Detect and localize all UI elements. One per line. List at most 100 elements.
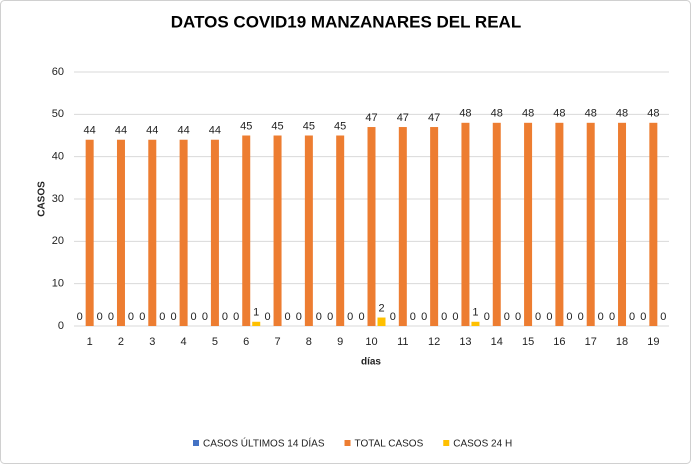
data-label: 0 <box>296 311 302 323</box>
data-label: 48 <box>616 108 628 120</box>
data-label: 0 <box>139 311 145 323</box>
bar <box>116 139 125 326</box>
data-label: 0 <box>233 311 239 323</box>
data-label: 0 <box>97 311 103 323</box>
data-label: 45 <box>271 120 283 132</box>
bar <box>555 122 564 326</box>
y-axis-label: CASOS <box>37 181 48 217</box>
bar <box>377 317 386 326</box>
data-label: 0 <box>171 311 177 323</box>
chart-title: DATOS COVID19 MANZANARES DEL REAL <box>171 12 521 31</box>
data-label: 44 <box>146 125 158 137</box>
y-tick-label: 20 <box>52 235 64 247</box>
legend-marker <box>344 440 351 446</box>
y-tick-label: 50 <box>52 108 64 120</box>
x-tick-label: 18 <box>616 336 628 348</box>
bar <box>618 122 627 326</box>
legend-marker <box>443 440 450 446</box>
data-label: 0 <box>535 311 541 323</box>
bar <box>336 135 345 326</box>
data-label: 0 <box>128 311 134 323</box>
legend-label: CASOS 24 H <box>453 439 512 450</box>
data-label: 0 <box>484 311 490 323</box>
data-label: 44 <box>84 125 96 137</box>
data-label: 0 <box>640 311 646 323</box>
x-tick-label: 9 <box>337 336 343 348</box>
bar <box>210 139 219 326</box>
data-label: 48 <box>647 108 659 120</box>
legend-marker <box>193 440 199 446</box>
bar <box>367 127 376 327</box>
bar <box>273 135 282 326</box>
bar <box>649 122 658 326</box>
data-label: 0 <box>410 311 416 323</box>
y-tick-label: 40 <box>52 151 64 163</box>
y-tick-label: 30 <box>52 193 64 205</box>
data-label: 0 <box>660 311 666 323</box>
data-label: 1 <box>472 307 478 319</box>
data-label: 0 <box>578 311 584 323</box>
data-label: 48 <box>522 108 534 120</box>
x-tick-label: 16 <box>553 336 565 348</box>
data-label: 1 <box>253 307 259 319</box>
data-label: 0 <box>77 311 83 323</box>
x-tick-label: 3 <box>149 336 155 348</box>
x-tick-label: 19 <box>647 336 659 348</box>
data-label: 0 <box>316 311 322 323</box>
bar <box>148 139 157 326</box>
data-label: 2 <box>378 302 384 314</box>
bar <box>179 139 188 326</box>
data-label: 48 <box>553 108 565 120</box>
bar <box>304 135 313 326</box>
data-label: 44 <box>115 125 127 137</box>
data-label: 0 <box>421 311 427 323</box>
data-label: 44 <box>177 125 189 137</box>
x-tick-label: 17 <box>585 336 597 348</box>
data-label: 47 <box>397 112 409 124</box>
data-label: 0 <box>358 311 364 323</box>
bar <box>586 122 595 326</box>
bar <box>492 122 501 326</box>
data-label: 0 <box>504 311 510 323</box>
data-label: 0 <box>222 311 228 323</box>
x-tick-label: 10 <box>365 336 377 348</box>
data-label: 48 <box>585 108 597 120</box>
data-label: 44 <box>209 125 221 137</box>
data-label: 0 <box>108 311 114 323</box>
data-label: 0 <box>191 311 197 323</box>
bar <box>242 135 251 326</box>
data-label: 0 <box>515 311 521 323</box>
data-label: 0 <box>546 311 552 323</box>
x-tick-label: 13 <box>459 336 471 348</box>
data-label: 45 <box>303 120 315 132</box>
data-label: 48 <box>491 108 503 120</box>
x-tick-label: 11 <box>397 336 408 348</box>
x-tick-label: 6 <box>243 336 249 348</box>
data-label: 0 <box>566 311 572 323</box>
data-label: 0 <box>441 311 447 323</box>
x-tick-label: 15 <box>522 336 534 348</box>
x-tick-label: 1 <box>87 336 93 348</box>
data-label: 45 <box>334 120 346 132</box>
data-label: 0 <box>327 311 333 323</box>
x-tick-label: 14 <box>491 336 503 348</box>
y-tick-label: 0 <box>58 320 64 332</box>
data-label: 48 <box>459 108 471 120</box>
x-tick-label: 4 <box>181 336 187 348</box>
data-label: 0 <box>264 311 270 323</box>
data-label: 0 <box>609 311 615 323</box>
legend-label: TOTAL CASOS <box>355 439 424 450</box>
bar <box>461 122 470 326</box>
legend-label: CASOS ÚLTIMOS 14 DÍAS <box>203 437 325 450</box>
bar <box>252 321 261 326</box>
data-label: 0 <box>629 311 635 323</box>
data-label: 47 <box>428 112 440 124</box>
bar <box>398 127 407 327</box>
data-label: 47 <box>365 112 377 124</box>
x-axis-label: días <box>361 357 381 368</box>
data-label: 0 <box>598 311 604 323</box>
x-tick-label: 2 <box>118 336 124 348</box>
y-tick-label: 60 <box>52 66 64 78</box>
bar <box>524 122 533 326</box>
